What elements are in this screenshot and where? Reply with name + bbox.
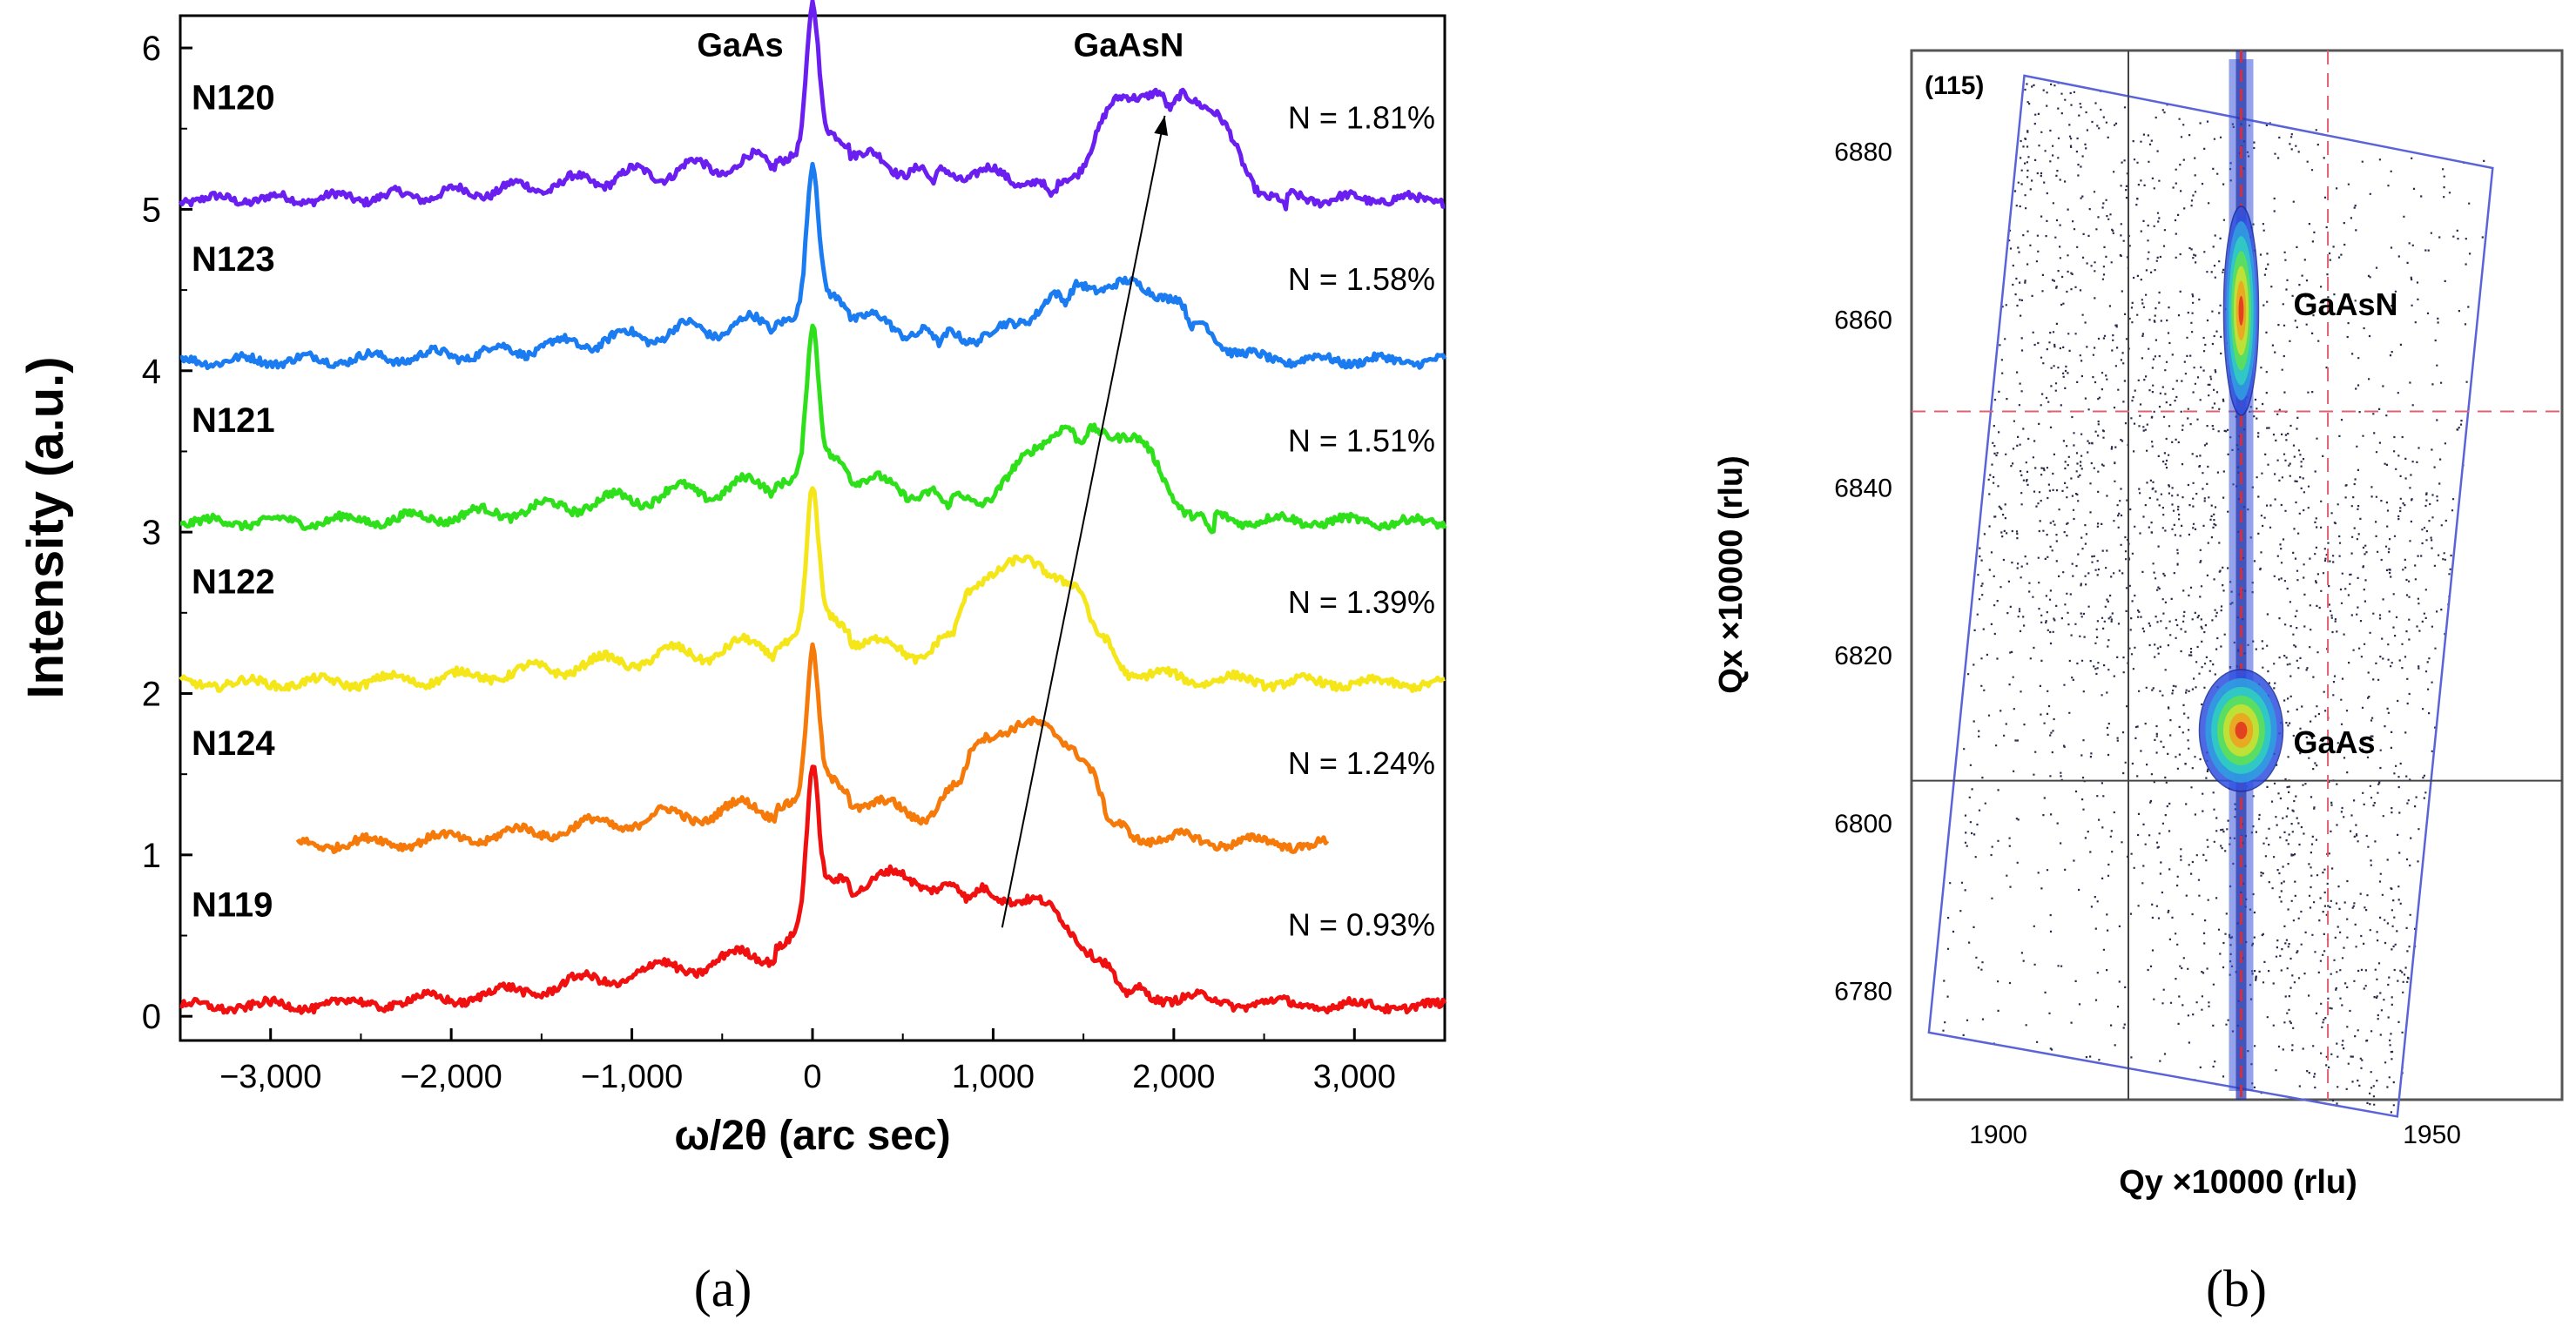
y-tick-label: 4: [142, 353, 161, 391]
composition-label: N = 1.24%: [1288, 745, 1435, 781]
rsm-y-tick-label: 6820: [1834, 642, 1892, 670]
rsm-peak-labels: GaAsN GaAs: [2293, 286, 2397, 760]
series-name-label: N121: [192, 401, 275, 440]
x-tick-label: −2,000: [400, 1059, 502, 1095]
peak-label-gaasn: GaAsN: [1074, 27, 1184, 64]
rsm-peak-contours: [2198, 205, 2284, 792]
rsm-y-axis-label: Qx ×10000 (rlu): [1713, 455, 1750, 694]
rsm-y-tick-label: 6840: [1834, 474, 1892, 502]
scan-region-outline: [1927, 74, 2494, 1118]
x-axis-ticks: −3,000 −2,000 −1,000 0 1,000 2,000 3,000: [179, 1028, 1446, 1095]
composition-label: N = 1.39%: [1288, 584, 1435, 620]
shift-arrowhead: [1154, 115, 1169, 137]
composition-label: N = 0.93%: [1288, 907, 1435, 943]
shift-arrow: [1001, 115, 1166, 928]
panel-label-b: (b): [2206, 1260, 2267, 1317]
series-line-n121: [179, 323, 1447, 535]
x-tick-label: 2,000: [1132, 1059, 1215, 1095]
x-tick-label: 0: [803, 1059, 821, 1095]
y-axis-label: Intensity (a.u.): [17, 356, 74, 698]
rsm-peak-label: GaAs: [2293, 724, 2375, 760]
y-axis-ticks: 0 1 2 3 4 5 6: [142, 30, 192, 1036]
rsm-peak-label: GaAsN: [2293, 286, 2397, 322]
series-line-n124: [295, 642, 1330, 854]
peak-label-gaas: GaAs: [697, 27, 783, 64]
composition-label: N = 1.58%: [1288, 261, 1435, 297]
y-tick-label: 2: [142, 675, 161, 713]
x-tick-label: −1,000: [581, 1059, 683, 1095]
composition-label: N = 1.51%: [1288, 422, 1435, 458]
rsm-y-tick-label: 6800: [1834, 810, 1892, 838]
peak-contour: [2235, 721, 2248, 739]
rsm-y-tick-label: 6880: [1834, 138, 1892, 167]
y-tick-label: 5: [142, 191, 161, 229]
rsm-y-tick-label: 6860: [1834, 306, 1892, 334]
series-line-n123: [179, 161, 1447, 371]
rsm-x-tick-label: 1900: [1969, 1121, 2027, 1149]
xrd-curves: [178, 0, 1447, 1015]
y-tick-label: 6: [142, 30, 161, 68]
rsm-y-ticks: 6780 6800 6820 6840 6860 6880: [1834, 138, 1892, 1007]
panel-label-a: (a): [694, 1260, 752, 1317]
reflection-label: (115): [1925, 71, 1984, 100]
series-line-n120: [178, 0, 1446, 212]
peak-contour: [2238, 295, 2244, 326]
rsm-y-tick-label: 6780: [1834, 978, 1892, 1007]
rsm-x-tick-label: 1950: [2403, 1121, 2461, 1149]
series-line-n122: [179, 486, 1446, 693]
series-name-label: N122: [192, 563, 275, 602]
panel-a-xrd-chart: −3,000 −2,000 −1,000 0 1,000 2,000 3,000 0 1 2 3 4…: [17, 0, 1447, 1317]
series-name-label: N124: [192, 724, 275, 763]
rsm-x-ticks: 1900 1950: [1969, 1121, 2461, 1149]
series-labels: N120 N = 1.81% N123 N = 1.58% N121 N = 1.51% N…: [192, 79, 1435, 943]
x-tick-label: 3,000: [1313, 1059, 1396, 1095]
rsm-x-axis-label: Qy ×10000 (rlu): [2119, 1164, 2357, 1201]
series-line-n119: [179, 764, 1447, 1015]
y-tick-label: 3: [142, 514, 161, 552]
series-name-label: N119: [192, 885, 273, 924]
rsm-intensity-dots: [1942, 82, 2485, 1114]
series-name-label: N120: [192, 79, 275, 118]
series-name-label: N123: [192, 240, 275, 279]
composition-label: N = 1.81%: [1288, 100, 1435, 136]
y-tick-label: 1: [142, 837, 161, 875]
x-tick-label: −3,000: [219, 1059, 321, 1095]
x-tick-label: 1,000: [952, 1059, 1035, 1095]
rsm-scatter-points: [1942, 82, 2485, 1114]
y-tick-label: 0: [142, 998, 161, 1036]
x-axis-label: ω/2θ (arc sec): [674, 1113, 950, 1159]
